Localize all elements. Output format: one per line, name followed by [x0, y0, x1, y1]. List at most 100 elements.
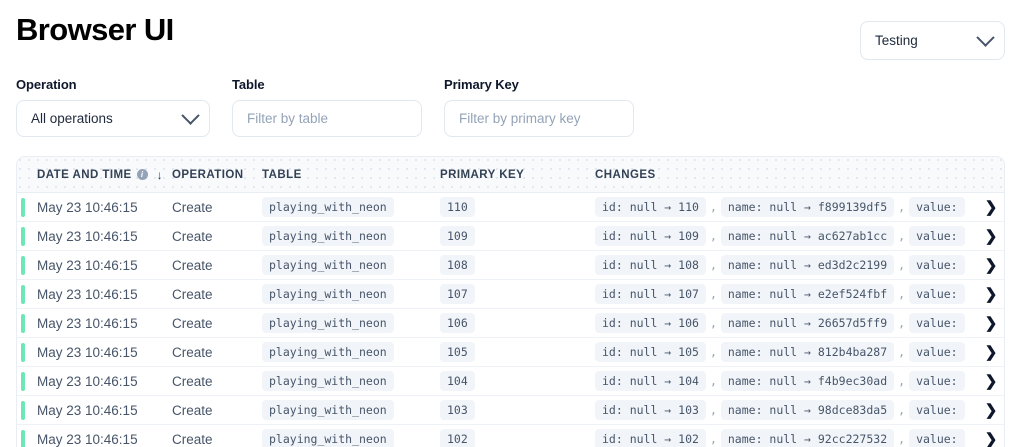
change-chip: name: null → ac627ab1cc — [720, 226, 895, 246]
environment-selector-value: Testing — [875, 33, 918, 48]
change-chip: name: null → 92cc227532 — [720, 429, 895, 447]
row-status-accent — [21, 285, 25, 304]
cell-operation: Create — [172, 199, 213, 215]
table-row[interactable]: May 23 10:46:15 Create playing_with_neon 10… — [17, 367, 1004, 396]
table-row[interactable]: May 23 10:46:15 Create playing_with_neon 10… — [17, 425, 1004, 447]
primary-key-filter-input[interactable]: Filter by primary key — [444, 100, 634, 137]
change-chip: value: — [909, 313, 965, 333]
cell-operation: Create — [172, 286, 213, 302]
info-icon[interactable]: i — [136, 169, 148, 180]
change-chip: value: — [909, 429, 965, 447]
cell-date: May 23 10:46:15 — [37, 431, 138, 447]
change-chip: value: — [909, 255, 965, 275]
cell-primary-key: 108 — [440, 255, 595, 275]
change-separator: , — [709, 432, 717, 446]
row-status-accent — [21, 401, 25, 420]
cell-operation: Create — [172, 344, 213, 360]
cell-date: May 23 10:46:15 — [37, 373, 138, 389]
table-row[interactable]: May 23 10:46:15 Create playing_with_neon 10… — [17, 251, 1004, 280]
change-chip: name: null → f4b9ec30ad — [720, 371, 895, 391]
chevron-right-icon[interactable]: ❯ — [978, 227, 1004, 245]
change-chip: id: null → 102 — [595, 429, 706, 447]
column-header-primary-key[interactable]: PRIMARY KEY — [440, 168, 525, 181]
cell-table: playing_with_neon — [262, 197, 440, 217]
change-chip: id: null → 108 — [595, 255, 706, 275]
change-separator: , — [898, 403, 906, 417]
change-chip: value: — [909, 342, 965, 362]
change-chip: id: null → 106 — [595, 313, 706, 333]
primary-key-chip: 107 — [440, 284, 475, 304]
table-header-row: DATE AND TIME i ↓ OPERATION TABLE PRIMAR… — [17, 157, 1004, 193]
page-header: Browser UI Testing — [16, 0, 1005, 60]
chevron-right-icon[interactable]: ❯ — [978, 314, 1004, 332]
change-separator: , — [709, 403, 717, 417]
change-separator: , — [709, 374, 717, 388]
table-name-chip: playing_with_neon — [262, 313, 394, 333]
primary-key-chip: 105 — [440, 342, 475, 362]
cell-changes: id: null → 110, name: null → f899139df5, v… — [595, 197, 1004, 217]
chevron-right-icon[interactable]: ❯ — [978, 343, 1004, 361]
cell-changes: id: null → 107, name: null → e2ef524fbf, v… — [595, 284, 1004, 304]
cell-changes: id: null → 108, name: null → ed3d2c2199, v… — [595, 255, 1004, 275]
primary-key-chip: 103 — [440, 400, 475, 420]
operation-select[interactable]: All operations — [16, 100, 210, 137]
change-separator: , — [898, 316, 906, 330]
cell-table: playing_with_neon — [262, 400, 440, 420]
cell-changes: id: null → 102, name: null → 92cc227532, v… — [595, 429, 1004, 447]
filter-bar: Operation All operations Table Filter by… — [16, 77, 1005, 137]
cell-operation: Create — [172, 315, 213, 331]
sort-descending-icon[interactable]: ↓ — [156, 167, 164, 182]
table-row[interactable]: May 23 10:46:15 Create playing_with_neon 10… — [17, 309, 1004, 338]
cell-table: playing_with_neon — [262, 371, 440, 391]
cell-table: playing_with_neon — [262, 313, 440, 333]
cell-primary-key: 109 — [440, 226, 595, 246]
table-row[interactable]: May 23 10:46:15 Create playing_with_neon 10… — [17, 280, 1004, 309]
history-table: DATE AND TIME i ↓ OPERATION TABLE PRIMAR… — [16, 156, 1005, 447]
table-body: May 23 10:46:15 Create playing_with_neon 11… — [17, 193, 1004, 447]
change-chip: id: null → 105 — [595, 342, 706, 362]
change-separator: , — [898, 432, 906, 446]
primary-key-filter: Primary Key Filter by primary key — [444, 77, 634, 137]
change-chip: id: null → 110 — [595, 197, 706, 217]
column-header-date-label: DATE AND TIME — [37, 168, 132, 181]
table-row[interactable]: May 23 10:46:15 Create playing_with_neon 11… — [17, 193, 1004, 222]
cell-date: May 23 10:46:15 — [37, 344, 138, 360]
environment-selector[interactable]: Testing — [860, 21, 1005, 60]
chevron-right-icon[interactable]: ❯ — [978, 372, 1004, 390]
change-chip: id: null → 103 — [595, 400, 706, 420]
primary-key-filter-label: Primary Key — [444, 77, 519, 92]
chevron-down-icon — [181, 106, 200, 125]
change-chip: value: — [909, 197, 965, 217]
column-header-date[interactable]: DATE AND TIME i ↓ — [17, 168, 172, 182]
cell-changes: id: null → 109, name: null → ac627ab1cc, v… — [595, 226, 1004, 246]
change-chip: id: null → 109 — [595, 226, 706, 246]
cell-table: playing_with_neon — [262, 429, 440, 447]
row-status-accent — [21, 198, 25, 217]
column-header-operation[interactable]: OPERATION — [172, 168, 244, 181]
table-filter-label: Table — [232, 77, 265, 92]
change-chip: value: — [909, 226, 965, 246]
primary-key-chip: 106 — [440, 313, 475, 333]
chevron-right-icon[interactable]: ❯ — [978, 256, 1004, 274]
chevron-right-icon[interactable]: ❯ — [978, 285, 1004, 303]
chevron-right-icon[interactable]: ❯ — [978, 430, 1004, 447]
page-title: Browser UI — [16, 12, 174, 47]
operation-filter: Operation All operations — [16, 77, 210, 137]
change-chip: value: — [909, 284, 965, 304]
changes-list: id: null → 105, name: null → 812b4ba287, v… — [595, 342, 982, 362]
table-row[interactable]: May 23 10:46:15 Create playing_with_neon 10… — [17, 222, 1004, 251]
column-header-table[interactable]: TABLE — [262, 168, 302, 181]
change-chip: name: null → 26657d5ff9 — [720, 313, 895, 333]
cell-operation: Create — [172, 228, 213, 244]
change-separator: , — [709, 316, 717, 330]
table-filter-input[interactable]: Filter by table — [232, 100, 422, 137]
column-header-changes[interactable]: CHANGES — [595, 168, 656, 181]
row-status-accent — [21, 430, 25, 447]
chevron-right-icon[interactable]: ❯ — [978, 401, 1004, 419]
change-separator: , — [898, 200, 906, 214]
chevron-right-icon[interactable]: ❯ — [978, 198, 1004, 216]
table-row[interactable]: May 23 10:46:15 Create playing_with_neon 10… — [17, 396, 1004, 425]
table-filter: Table Filter by table — [232, 77, 422, 137]
changes-list: id: null → 109, name: null → ac627ab1cc, v… — [595, 226, 982, 246]
table-row[interactable]: May 23 10:46:15 Create playing_with_neon 10… — [17, 338, 1004, 367]
